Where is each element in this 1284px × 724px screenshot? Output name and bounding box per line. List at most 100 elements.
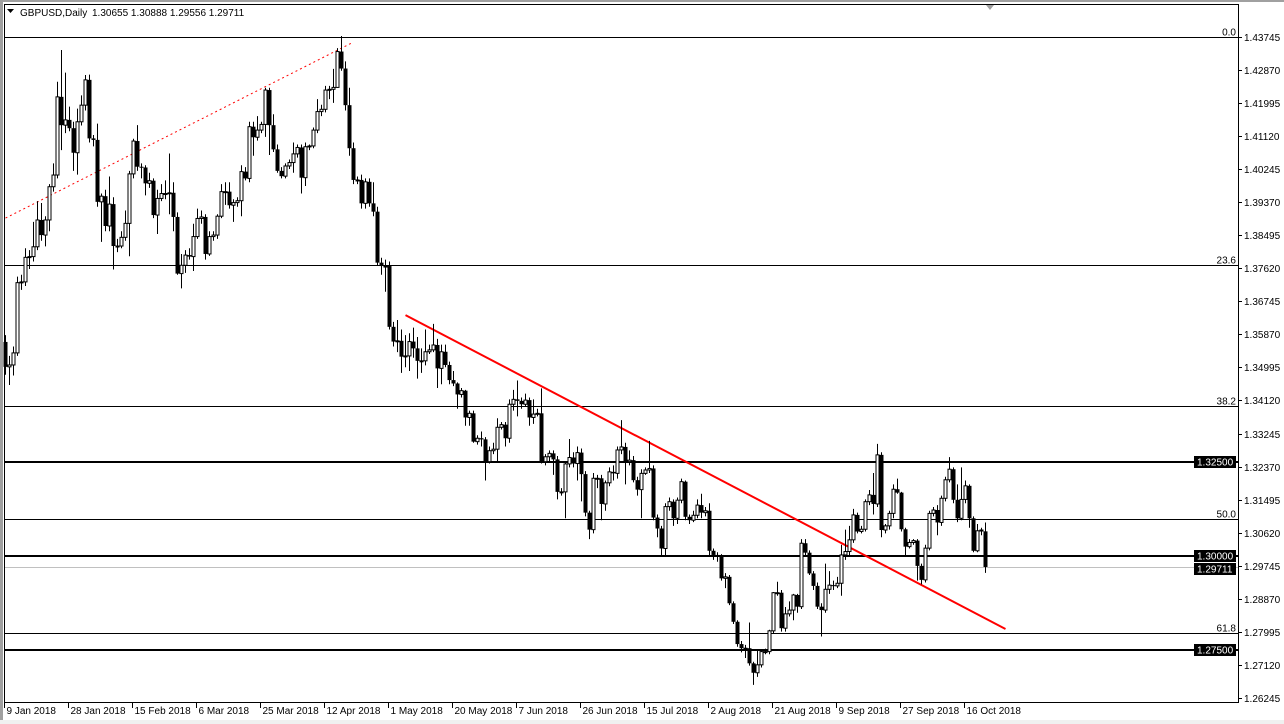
- candle: [307, 144, 312, 151]
- candle-body-bullish: [827, 584, 832, 590]
- candle-body-bullish: [511, 398, 516, 405]
- candle-body-bullish: [591, 477, 596, 531]
- price-tick-label: 1.43745: [1244, 33, 1281, 44]
- candle-body-bearish: [579, 452, 584, 475]
- candle-body-bullish: [459, 390, 464, 395]
- candle-body-bullish: [75, 121, 80, 154]
- candle: [67, 106, 72, 132]
- candle: [659, 525, 664, 557]
- candle: [855, 512, 860, 534]
- candle-body-bullish: [323, 89, 328, 110]
- candle-body-bearish: [895, 489, 900, 493]
- bid-price-box-label: 1.29711: [1197, 565, 1233, 576]
- price-tick-label: 1.42870: [1244, 66, 1281, 77]
- candle-body-bearish: [39, 219, 44, 236]
- candle: [451, 371, 456, 387]
- candle: [479, 431, 484, 447]
- time-axis[interactable]: 9 Jan 2018 28 Jan 2018 15 Feb 2018 6 Mar 20…: [4, 702, 1022, 717]
- candle-body-bullish: [567, 457, 572, 465]
- candle: [103, 189, 108, 232]
- candle: [591, 472, 596, 534]
- chart-shift-marker-icon[interactable]: [986, 5, 994, 10]
- candle-body-bullish: [107, 203, 112, 227]
- candle-body-bullish: [615, 449, 620, 474]
- candle-body-bearish: [795, 594, 800, 607]
- candle-body-bearish: [871, 494, 876, 504]
- candle-body-bearish: [91, 138, 96, 140]
- candle-body-bullish: [147, 180, 152, 184]
- level-lines: 0.0 23.6 38.2 50.0 61.8: [5, 28, 1238, 651]
- candle: [935, 505, 940, 536]
- candle: [299, 144, 304, 194]
- candle-body-bearish: [371, 203, 376, 212]
- price-axis[interactable]: 1.43745 1.42870 1.41995 1.41120 1.40245 1.393…: [1238, 33, 1281, 705]
- candle: [803, 539, 808, 557]
- candle: [199, 210, 204, 224]
- candle: [247, 121, 252, 183]
- trendlines[interactable]: [5, 41, 1006, 630]
- candle-body-bearish: [351, 148, 356, 180]
- candle-body-bullish: [239, 171, 244, 202]
- candle-body-bearish: [391, 326, 396, 342]
- candle: [491, 442, 496, 455]
- candle: [695, 499, 700, 519]
- candle: [891, 484, 896, 519]
- candle-body-bearish: [751, 663, 756, 673]
- candle: [215, 214, 220, 239]
- candle: [883, 523, 888, 534]
- descending-trendline[interactable]: [405, 314, 1006, 630]
- candle-body-bullish: [395, 340, 400, 343]
- candle-body-bearish: [855, 514, 860, 532]
- candle: [211, 231, 216, 241]
- candle-body-bullish: [79, 104, 84, 123]
- candle-body-bearish: [631, 460, 636, 481]
- candle: [207, 231, 212, 256]
- candle: [819, 603, 824, 637]
- candle: [815, 582, 820, 609]
- candle: [339, 36, 344, 71]
- candle: [519, 397, 524, 409]
- candle-body-bullish: [15, 282, 20, 354]
- candle: [351, 142, 356, 185]
- candle: [83, 74, 88, 111]
- candle-body-bullish: [835, 582, 840, 587]
- date-tick-label: 15 Feb 2018: [135, 706, 192, 717]
- dropdown-triangle-icon[interactable]: [7, 9, 14, 13]
- candle: [455, 382, 460, 409]
- candle-body-bearish: [203, 216, 208, 254]
- candle: [703, 506, 708, 517]
- candle: [107, 176, 112, 232]
- candle: [391, 321, 396, 347]
- candle: [347, 87, 352, 156]
- candle-body-bearish: [683, 481, 688, 517]
- candle-body-bullish: [407, 341, 412, 357]
- candle-body-bearish: [747, 648, 752, 664]
- candle-body-bullish: [179, 264, 184, 275]
- candle: [419, 348, 424, 373]
- candle: [507, 399, 512, 443]
- candle-body-bullish: [231, 202, 236, 206]
- candle-body-bullish: [419, 360, 424, 363]
- candle: [155, 189, 160, 234]
- candle-body-bullish: [167, 192, 172, 195]
- candle-body-bullish: [307, 145, 312, 148]
- candle-body-bullish: [839, 554, 844, 584]
- candle: [239, 165, 244, 217]
- candle: [63, 72, 68, 134]
- candle: [75, 108, 80, 175]
- candle: [915, 539, 920, 581]
- candle-body-bullish: [771, 592, 776, 632]
- candle-body-bearish: [103, 196, 108, 227]
- candle: [767, 629, 772, 655]
- candle-body-bearish: [171, 192, 176, 217]
- candle-body-bearish: [67, 119, 72, 129]
- date-tick-label: 16 Oct 2018: [967, 706, 1022, 717]
- candle: [415, 337, 420, 379]
- candle-body-bullish: [19, 281, 24, 284]
- price-tick-label: 1.37620: [1244, 264, 1281, 275]
- candle: [259, 121, 264, 134]
- candle: [283, 163, 288, 179]
- candle: [311, 127, 316, 149]
- candle-body-bullish: [319, 108, 324, 113]
